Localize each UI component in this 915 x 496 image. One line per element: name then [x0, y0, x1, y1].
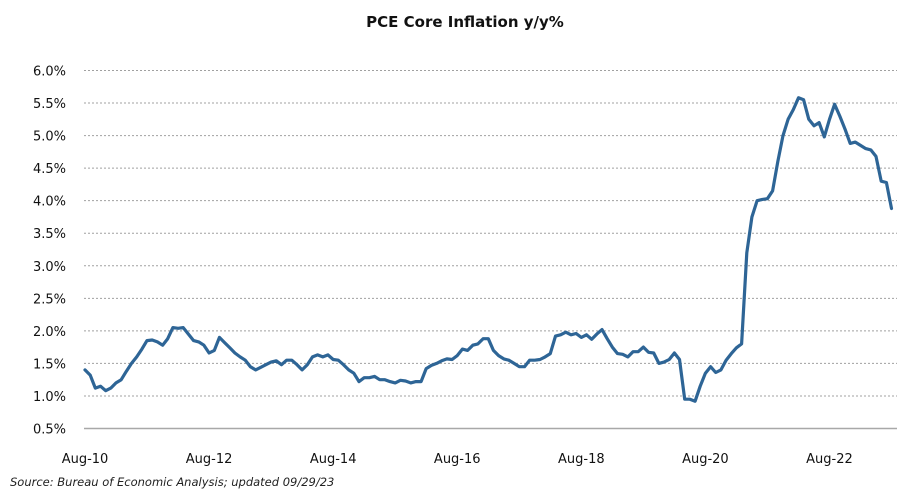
gridlines — [84, 70, 897, 430]
x-tick-label: Aug-20 — [682, 452, 729, 467]
y-axis-ticks: 0.5% 1.0% 1.5% 2.0% 2.5% 3.0% 3.5% 4.0% 4.5% 5.0%… — [33, 65, 66, 438]
y-tick-label: 3.5% — [33, 227, 66, 242]
x-tick-label: Aug-22 — [806, 452, 853, 467]
y-tick-label: 4.0% — [33, 195, 66, 210]
x-axis-ticks: Aug-10 Aug-12 Aug-14 Aug-16 Aug-18 Aug-20 Aug-… — [62, 452, 853, 467]
y-tick-label: 3.0% — [33, 260, 66, 275]
x-tick-label: Aug-16 — [434, 452, 481, 467]
series-line-pce-core — [83, 96, 894, 403]
y-tick-label: 5.0% — [33, 130, 66, 145]
y-tick-label: 0.5% — [33, 423, 66, 438]
y-tick-label: 6.0% — [33, 65, 66, 80]
x-tick-label: Aug-12 — [186, 452, 233, 467]
x-tick-label: Aug-10 — [62, 452, 109, 467]
chart-title: PCE Core Inflation y/y% — [366, 13, 564, 31]
y-tick-label: 5.5% — [33, 97, 66, 112]
source-note: Source: Bureau of Economic Analysis; upd… — [10, 475, 334, 489]
y-tick-label: 2.0% — [33, 325, 66, 340]
y-tick-label: 1.0% — [33, 390, 66, 405]
x-tick-label: Aug-18 — [558, 452, 605, 467]
y-tick-label: 1.5% — [33, 357, 66, 372]
y-tick-label: 4.5% — [33, 162, 66, 177]
y-tick-label: 2.5% — [33, 292, 66, 307]
x-tick-label: Aug-14 — [310, 452, 357, 467]
